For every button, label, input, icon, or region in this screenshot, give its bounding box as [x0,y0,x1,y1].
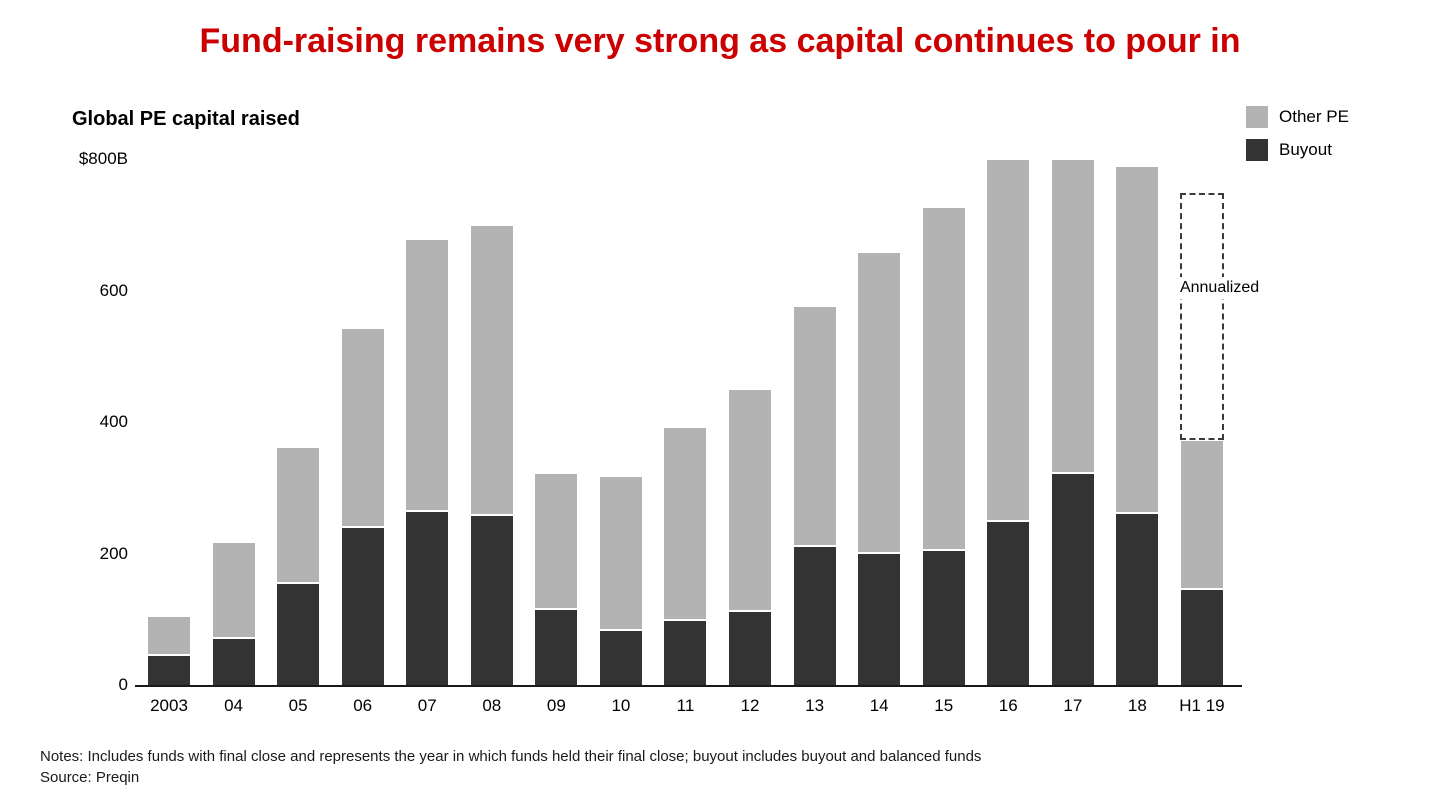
x-tick-label: 09 [546,696,566,715]
x-tick-label: 14 [869,696,889,715]
bar-segment-buyout-14 [858,553,901,686]
bar-segment-buyout-13 [793,547,836,686]
bar-segment-otherpe-09 [535,474,578,610]
bar-segment-otherpe-11 [664,427,707,621]
legend-swatch-buyout [1246,139,1268,161]
x-tick-label: 13 [805,696,825,715]
bar-segment-otherpe-h1-19 [1180,441,1223,590]
chart-heading: Global PE capital raised [72,108,300,130]
bar-segment-buyout-17 [1051,474,1094,686]
x-tick-label: 15 [934,696,954,715]
bar-segment-otherpe-13 [793,306,836,548]
bar-segment-buyout-07 [406,512,449,686]
bar-segment-otherpe-06 [341,328,384,529]
bar-segment-otherpe-04 [212,542,255,639]
bar-segment-otherpe-18 [1116,166,1159,515]
bar-segment-buyout-18 [1116,514,1159,686]
x-tick-label: 12 [740,696,760,715]
legend-item-buyout: Buyout [1246,139,1349,161]
x-tick-label: 04 [224,696,243,715]
source-line: Source: Preqin [40,769,140,786]
bar-segment-otherpe-12 [729,390,772,612]
bar-segment-otherpe-08 [470,225,513,516]
bar-segment-buyout-12 [729,611,772,686]
legend-item-other-pe: Other PE [1246,106,1349,128]
annualized-label: Annualized [1174,277,1263,299]
bar-segment-otherpe-07 [406,240,449,513]
bar-segment-buyout-05 [277,584,320,686]
x-tick-label: 10 [611,696,631,715]
x-tick-label: 06 [353,696,373,715]
slide-title: Fund-raising remains very strong as capi… [199,22,1241,60]
y-tick-label: $800B [78,149,128,168]
bar-segment-otherpe-15 [922,207,965,551]
bar-segment-buyout-15 [922,550,965,686]
x-tick-label: 17 [1063,696,1083,715]
legend-label: Buyout [1279,140,1332,159]
y-tick-label: 400 [99,412,128,431]
bar-segment-otherpe-14 [858,253,901,554]
notes-line: Notes: Includes funds with final close a… [40,748,982,765]
bar-segment-buyout-h1-19 [1180,590,1223,686]
legend-label: Other PE [1279,107,1349,126]
y-tick-label: 600 [99,280,128,300]
x-tick-label: 11 [676,696,695,715]
bar-segment-otherpe-17 [1051,160,1094,475]
legend-swatch-other-pe [1246,106,1268,128]
bar-segment-otherpe-2003 [148,616,190,657]
bar-segment-buyout-09 [535,609,578,686]
bar-segment-otherpe-16 [987,160,1030,523]
x-tick-label: 07 [417,696,437,715]
bar-segment-buyout-06 [341,528,384,686]
annualized-dashed-box [1179,192,1224,441]
x-tick-label: 05 [288,696,308,715]
x-tick-label: 2003 [150,696,188,715]
x-axis-line [135,685,1242,687]
x-tick-label: 08 [482,696,502,715]
bar-segment-otherpe-05 [277,447,320,585]
bar-segment-buyout-10 [599,631,642,686]
y-tick-label: 0 [118,675,128,694]
bar-segment-buyout-08 [470,515,513,686]
bar-segment-buyout-04 [212,638,255,686]
bar-segment-buyout-2003 [148,656,190,686]
x-tick-label: 18 [1127,696,1147,715]
x-tick-label: H1 19 [1179,696,1225,715]
legend: Other PE Buyout [1246,106,1349,172]
bar-segment-otherpe-10 [599,476,642,632]
bar-segment-buyout-11 [664,620,707,686]
y-tick-label: 200 [99,543,128,563]
footnotes: Notes: Includes funds with final close a… [40,746,981,788]
bar-segment-buyout-16 [987,522,1030,686]
x-tick-label: 16 [998,696,1018,715]
